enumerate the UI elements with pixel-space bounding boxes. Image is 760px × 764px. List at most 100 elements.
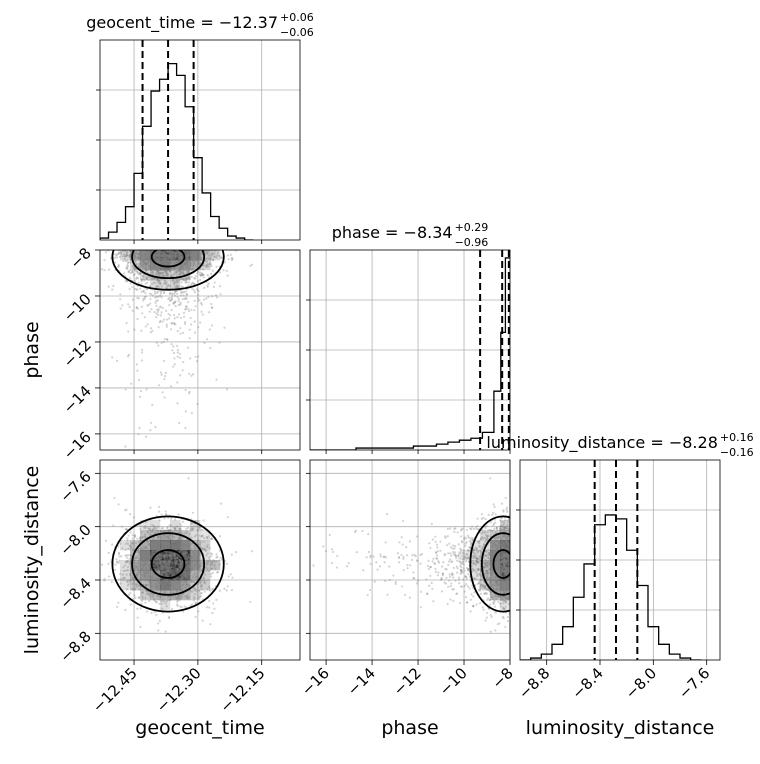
sample-point — [161, 571, 163, 573]
sample-point — [171, 309, 173, 311]
sample-point — [132, 310, 134, 312]
sample-point — [385, 541, 387, 543]
sample-point — [456, 565, 458, 567]
sample-point — [185, 553, 187, 555]
sample-point — [139, 528, 141, 530]
sample-point — [111, 581, 113, 583]
sample-point — [193, 554, 195, 556]
sample-point — [503, 539, 505, 541]
sample-point — [197, 280, 199, 282]
sample-point — [156, 309, 158, 311]
sample-point — [145, 547, 147, 549]
sample-point — [131, 286, 133, 288]
sample-point — [197, 355, 199, 357]
sample-point — [190, 317, 192, 319]
sample-point — [108, 576, 110, 578]
sample-point — [138, 565, 140, 567]
sample-point — [478, 569, 480, 571]
sample-point — [150, 576, 152, 578]
sample-point — [152, 573, 154, 575]
sample-point — [187, 301, 189, 303]
sample-point — [172, 267, 174, 269]
sample-point — [203, 287, 205, 289]
sample-point — [146, 569, 148, 571]
sample-point — [476, 575, 478, 577]
sample-point — [149, 534, 151, 536]
sample-point — [156, 549, 158, 551]
sample-point — [192, 268, 194, 270]
sample-point — [151, 270, 153, 272]
sample-point — [140, 330, 142, 332]
sample-point — [129, 513, 131, 515]
sample-point — [173, 544, 175, 546]
sample-point — [172, 279, 174, 281]
sample-point — [170, 566, 172, 568]
sample-point — [157, 311, 159, 313]
sample-point — [195, 566, 197, 568]
sample-point — [179, 353, 181, 355]
sample-point — [186, 277, 188, 279]
sample-point — [379, 565, 381, 567]
sample-point — [182, 575, 184, 577]
sample-point — [192, 576, 194, 578]
sample-point — [187, 308, 189, 310]
sample-point — [176, 590, 178, 592]
sample-point — [502, 509, 504, 511]
sample-point — [200, 259, 202, 261]
hist-bar — [448, 442, 459, 450]
hist-bar — [211, 216, 220, 240]
sample-point — [210, 568, 212, 570]
sample-point — [160, 557, 162, 559]
sample-point — [184, 595, 186, 597]
sample-point — [143, 545, 145, 547]
sample-point — [198, 535, 200, 537]
sample-point — [188, 310, 190, 312]
sample-point — [500, 605, 502, 607]
sample-point — [366, 556, 368, 558]
sample-point — [450, 555, 452, 557]
hist-bar — [126, 207, 135, 240]
sample-point — [138, 596, 140, 598]
sample-point — [494, 506, 496, 508]
sample-point — [154, 297, 156, 299]
sample-point — [190, 581, 192, 583]
sample-point — [499, 527, 501, 529]
sample-point — [191, 561, 193, 563]
sample-point — [190, 375, 192, 377]
sample-point — [207, 552, 209, 554]
sample-point — [427, 560, 429, 562]
sample-point — [178, 298, 180, 300]
title-text: geocent_time = −12.37 — [86, 13, 278, 33]
sample-point — [197, 540, 199, 542]
sample-point — [457, 555, 459, 557]
sample-point — [130, 545, 132, 547]
sample-point — [210, 254, 212, 256]
scatter-clip — [86, 477, 254, 633]
sample-point — [163, 282, 165, 284]
sample-point — [179, 252, 181, 254]
sample-point — [223, 588, 225, 590]
sample-point — [490, 566, 492, 568]
sample-point — [187, 564, 189, 566]
sample-point — [185, 528, 187, 530]
sample-point — [160, 538, 162, 540]
sample-point — [473, 528, 475, 530]
sample-point — [199, 255, 201, 257]
sample-point — [469, 587, 471, 589]
sample-point — [419, 554, 421, 556]
sample-point — [201, 580, 203, 582]
sample-point — [136, 270, 138, 272]
sample-point — [176, 316, 178, 318]
sample-point — [195, 602, 197, 604]
sample-point — [458, 553, 460, 555]
sample-point — [142, 298, 144, 300]
sample-point — [157, 291, 159, 293]
sample-point — [125, 252, 127, 254]
sample-point — [493, 503, 495, 505]
sample-point — [485, 619, 487, 621]
sample-point — [212, 602, 214, 604]
sample-point — [491, 514, 493, 516]
sample-point — [208, 585, 210, 587]
sample-point — [168, 599, 170, 601]
